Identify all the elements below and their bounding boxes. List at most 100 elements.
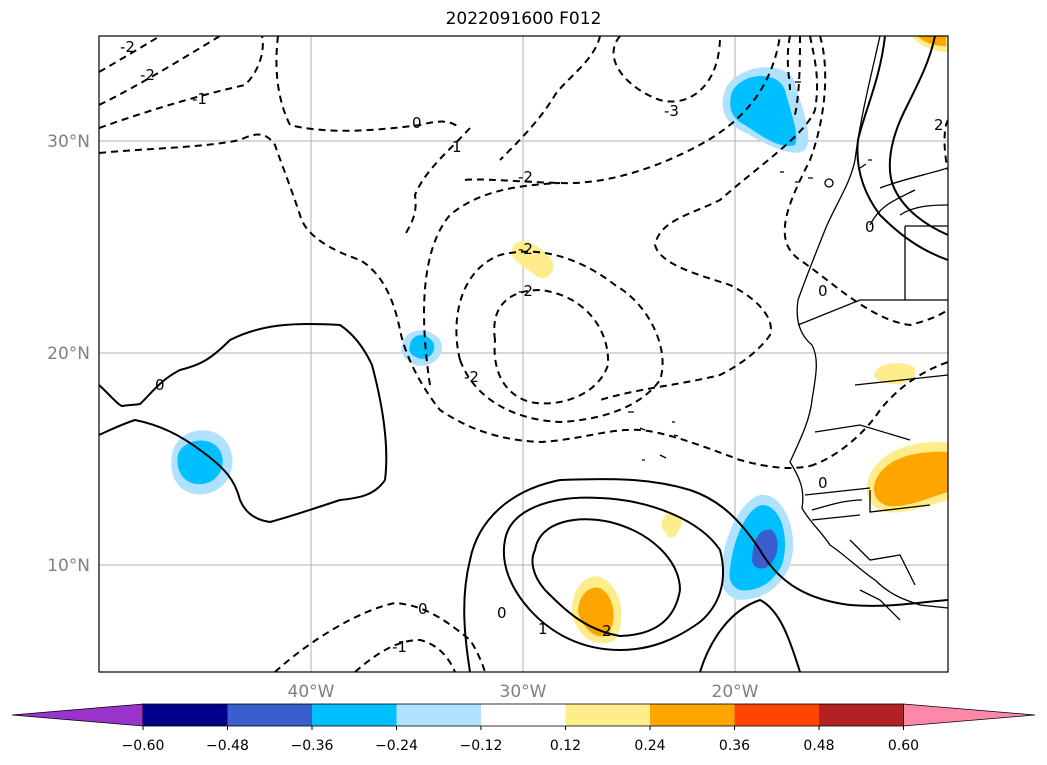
contour-east-solid1 (856, 36, 948, 261)
africa-coastline (789, 36, 948, 609)
contour-minus2-inner (493, 288, 610, 405)
colorbar-segment (565, 704, 651, 726)
contour-label: -2 (518, 282, 533, 300)
contour-label: 0 (497, 604, 507, 622)
border-4 (849, 539, 916, 621)
contour-label: 0 (418, 600, 428, 618)
colorbar-segment (396, 704, 482, 726)
contour-label: 0 (818, 282, 828, 300)
contour-minus3 (612, 36, 721, 103)
contour-label: 1 (538, 620, 548, 638)
colorbar-tick-label: −0.12 (460, 738, 503, 754)
contour-label: -1 (192, 90, 207, 108)
map-area: -2 -2 -1 0 1 -2 -3 2 -2 -2 -2 0 0 0 0 1 … (99, 36, 948, 672)
map-frame (98, 35, 949, 673)
contour-minus1-mid (404, 127, 471, 236)
contour-south-minus1 (354, 638, 456, 672)
border-1 (797, 225, 948, 326)
colorbar-tick-label: 0.12 (550, 738, 581, 754)
contour-label: -1 (392, 638, 407, 656)
colorbar-segment (312, 704, 397, 726)
contour-zero-east2 (786, 36, 791, 91)
contour-minus1-outer (423, 182, 561, 386)
orange-anomaly-ne-corner (918, 36, 946, 46)
colorbar-tick-label: −0.24 (375, 738, 418, 754)
contour-label: 0 (412, 114, 422, 132)
contour-south-0 (274, 601, 486, 672)
lon-tick-label: 20°W (712, 682, 759, 702)
contour-label: -2 (518, 168, 533, 186)
colorbar-tick-label: 0.36 (719, 738, 750, 754)
lon-tick-label: 40°W (288, 682, 335, 702)
negative-contours (99, 36, 948, 672)
anomaly-shading (171, 36, 948, 644)
contour-plus1-ring (502, 496, 724, 652)
contour-label: 1 (452, 138, 462, 156)
contour-minus1-east2 (794, 36, 801, 116)
coastlines (628, 36, 948, 621)
contour-zero-west (99, 322, 388, 524)
colorbar-segment (819, 704, 904, 726)
colorbar-tick-label: −0.60 (122, 738, 165, 754)
lat-tick-label: 10°N (47, 556, 90, 576)
contour-east-solid2 (888, 36, 948, 236)
contours (99, 36, 948, 672)
yellow-anomaly-2 (661, 513, 682, 538)
contour-label: 0 (155, 376, 165, 394)
cape-verde (628, 411, 679, 461)
blue-anomaly-mid-core (409, 335, 435, 359)
blue-anomaly-ne-core (730, 75, 797, 146)
colorbar-tick-label: 0.60 (888, 738, 919, 754)
purple-anomaly-s (752, 529, 778, 569)
contour-zero-south (463, 478, 948, 672)
lat-tick-labels: 30°N 20°N 10°N (47, 132, 90, 576)
contour-minus1-east (599, 36, 819, 401)
contour-label: 0 (865, 218, 875, 236)
colorbar-segment (650, 704, 735, 726)
colorbar-extend-high (903, 703, 1036, 727)
lon-tick-labels: 40°W 30°W 20°W (288, 682, 759, 702)
colorbar-segment (734, 704, 820, 726)
orange-anomaly-e-core (874, 451, 948, 507)
contour-plus2-ring (531, 518, 682, 638)
contour-nw-minus2a (99, 36, 161, 73)
contour-nw-minus1 (99, 36, 264, 129)
positive-contours (99, 36, 948, 672)
colorbar-tick-label: −0.48 (206, 738, 249, 754)
contour-label: 0 (818, 474, 828, 492)
colorbar-segment (143, 704, 228, 726)
lat-tick-label: 20°N (47, 344, 90, 364)
contour-minus0-right (783, 36, 948, 327)
colorbar-segment (227, 704, 313, 726)
contour-2 (943, 119, 948, 171)
contour-nw-minus2b (99, 36, 221, 106)
contour-zero-upper (99, 133, 811, 469)
contour-label: -3 (664, 102, 679, 120)
colorbar-tick-label: 0.24 (634, 738, 665, 754)
lon-tick-label: 30°W (500, 682, 547, 702)
border-3 (869, 167, 948, 226)
colorbar: −0.60 −0.48 −0.36 −0.24 −0.12 0.12 0.24 0.36 0.4… (11, 703, 1036, 754)
colorbar-segment (481, 704, 566, 726)
contour-minus1-right (499, 36, 601, 161)
contour-label: -2 (518, 240, 533, 258)
canary-islands (780, 159, 872, 188)
contour-minus2-mid (455, 250, 664, 424)
lat-tick-label: 30°N (47, 132, 90, 152)
map-title: 2022091600 F012 (445, 9, 602, 29)
contour-minus2-ring (464, 36, 781, 185)
contour-zero-south2 (699, 598, 801, 672)
contour-label: 2 (934, 116, 944, 134)
border-2 (804, 374, 948, 521)
contour-label: 2 (602, 622, 612, 640)
contour-label: -2 (120, 38, 135, 56)
colorbar-tick-label: 0.48 (803, 738, 834, 754)
contour-zero-top (275, 36, 461, 132)
colorbar-frame (142, 703, 904, 727)
colorbar-extend-low (11, 703, 144, 727)
contour-labels: -2 -2 -1 0 1 -2 -3 2 -2 -2 -2 0 0 0 0 1 … (120, 38, 944, 656)
contour-label: -2 (464, 368, 479, 386)
colorbar-tick-label: −0.36 (291, 738, 334, 754)
contour-label: -2 (140, 66, 155, 84)
